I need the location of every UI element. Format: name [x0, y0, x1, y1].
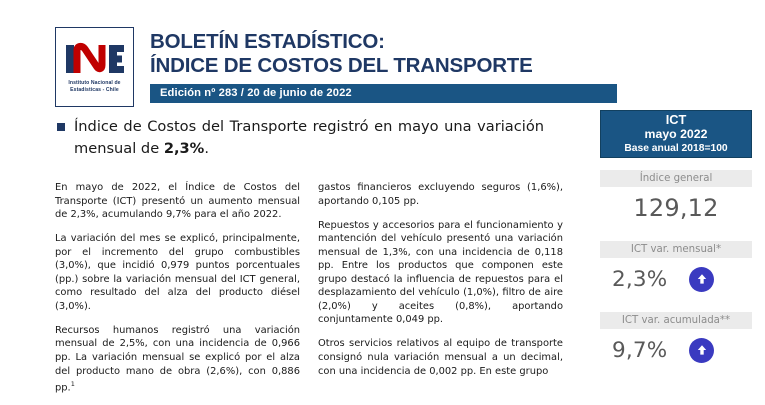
paragraph: Recursos humanos registró una variación …: [55, 324, 300, 395]
page-header: Instituto Nacional de Estadísticas - Chi…: [0, 0, 765, 108]
ine-logo-caption: Instituto Nacional de Estadísticas - Chi…: [61, 80, 129, 92]
metric-value-row: 129,12: [600, 187, 752, 229]
metric-value-row: 2,3%: [600, 258, 752, 300]
square-bullet-icon: [57, 123, 65, 131]
ine-logo-mark: [65, 43, 124, 74]
page-title: BOLETÍN ESTADÍSTICO: ÍNDICE DE COSTOS DE…: [150, 30, 620, 78]
paragraph: gastos financieros excluyendo seguros (1…: [318, 182, 563, 207]
ine-logo-caption-line2: Estadísticas - Chile: [70, 86, 119, 93]
paragraph: Otros servicios relativos al equipo de t…: [318, 338, 563, 377]
page-title-line2: ÍNDICE DE COSTOS DEL TRANSPORTE: [150, 54, 533, 77]
metric-var-acumulada: ICT var. acumulada** 9,7%: [600, 312, 752, 371]
arrow-up-icon: [689, 266, 715, 292]
arrow-up-icon: [689, 337, 715, 363]
body-column-right: gastos financieros excluyendo seguros (1…: [318, 181, 563, 405]
headline: Índice de Costos del Transporte registró…: [57, 116, 557, 160]
ict-summary-panel: ICT mayo 2022 Base anual 2018=100 Índice…: [600, 110, 752, 371]
paragraph-text: Recursos humanos registró una variación …: [55, 324, 300, 394]
metric-label: ICT var. acumulada**: [600, 312, 752, 329]
metric-label: ICT var. mensual*: [600, 241, 752, 258]
paragraph: La variación del mes se explicó, princip…: [55, 233, 300, 312]
metric-value: 2,3%: [612, 266, 668, 292]
metric-value: 129,12: [633, 194, 719, 222]
metric-indice-general: Índice general 129,12: [600, 170, 752, 229]
paragraph: En mayo de 2022, el Índice de Costos del…: [55, 182, 300, 221]
panel-header: ICT mayo 2022 Base anual 2018=100: [600, 110, 752, 158]
body-column-left: En mayo de 2022, el Índice de Costos del…: [55, 181, 300, 405]
paragraph: Repuestos y accesorios para el funcionam…: [318, 219, 563, 326]
headline-text-before: Índice de Costos del Transporte registró…: [74, 118, 544, 157]
footnote-marker: 1: [70, 380, 75, 389]
edition-label: Edición nº 283 / 20 de junio de 2022: [160, 87, 352, 99]
metric-value-row: 9,7%: [600, 329, 752, 371]
metric-label: Índice general: [600, 170, 752, 187]
panel-header-base: Base anual 2018=100: [624, 143, 728, 154]
headline-highlight: 2,3%: [163, 140, 205, 157]
metric-var-mensual: ICT var. mensual* 2,3%: [600, 241, 752, 300]
metric-value: 9,7%: [612, 337, 668, 363]
ine-logo: Instituto Nacional de Estadísticas - Chi…: [55, 27, 134, 107]
panel-header-period: mayo 2022: [644, 127, 708, 141]
page-title-line1: BOLETÍN ESTADÍSTICO:: [150, 30, 385, 53]
edition-bar: Edición nº 283 / 20 de junio de 2022: [150, 84, 617, 103]
body-columns: En mayo de 2022, el Índice de Costos del…: [55, 181, 563, 405]
headline-text: Índice de Costos del Transporte registró…: [74, 116, 544, 160]
headline-text-after: .: [204, 140, 209, 157]
ine-logo-caption-line1: Instituto Nacional de: [68, 80, 121, 87]
panel-header-title: ICT: [665, 112, 687, 127]
